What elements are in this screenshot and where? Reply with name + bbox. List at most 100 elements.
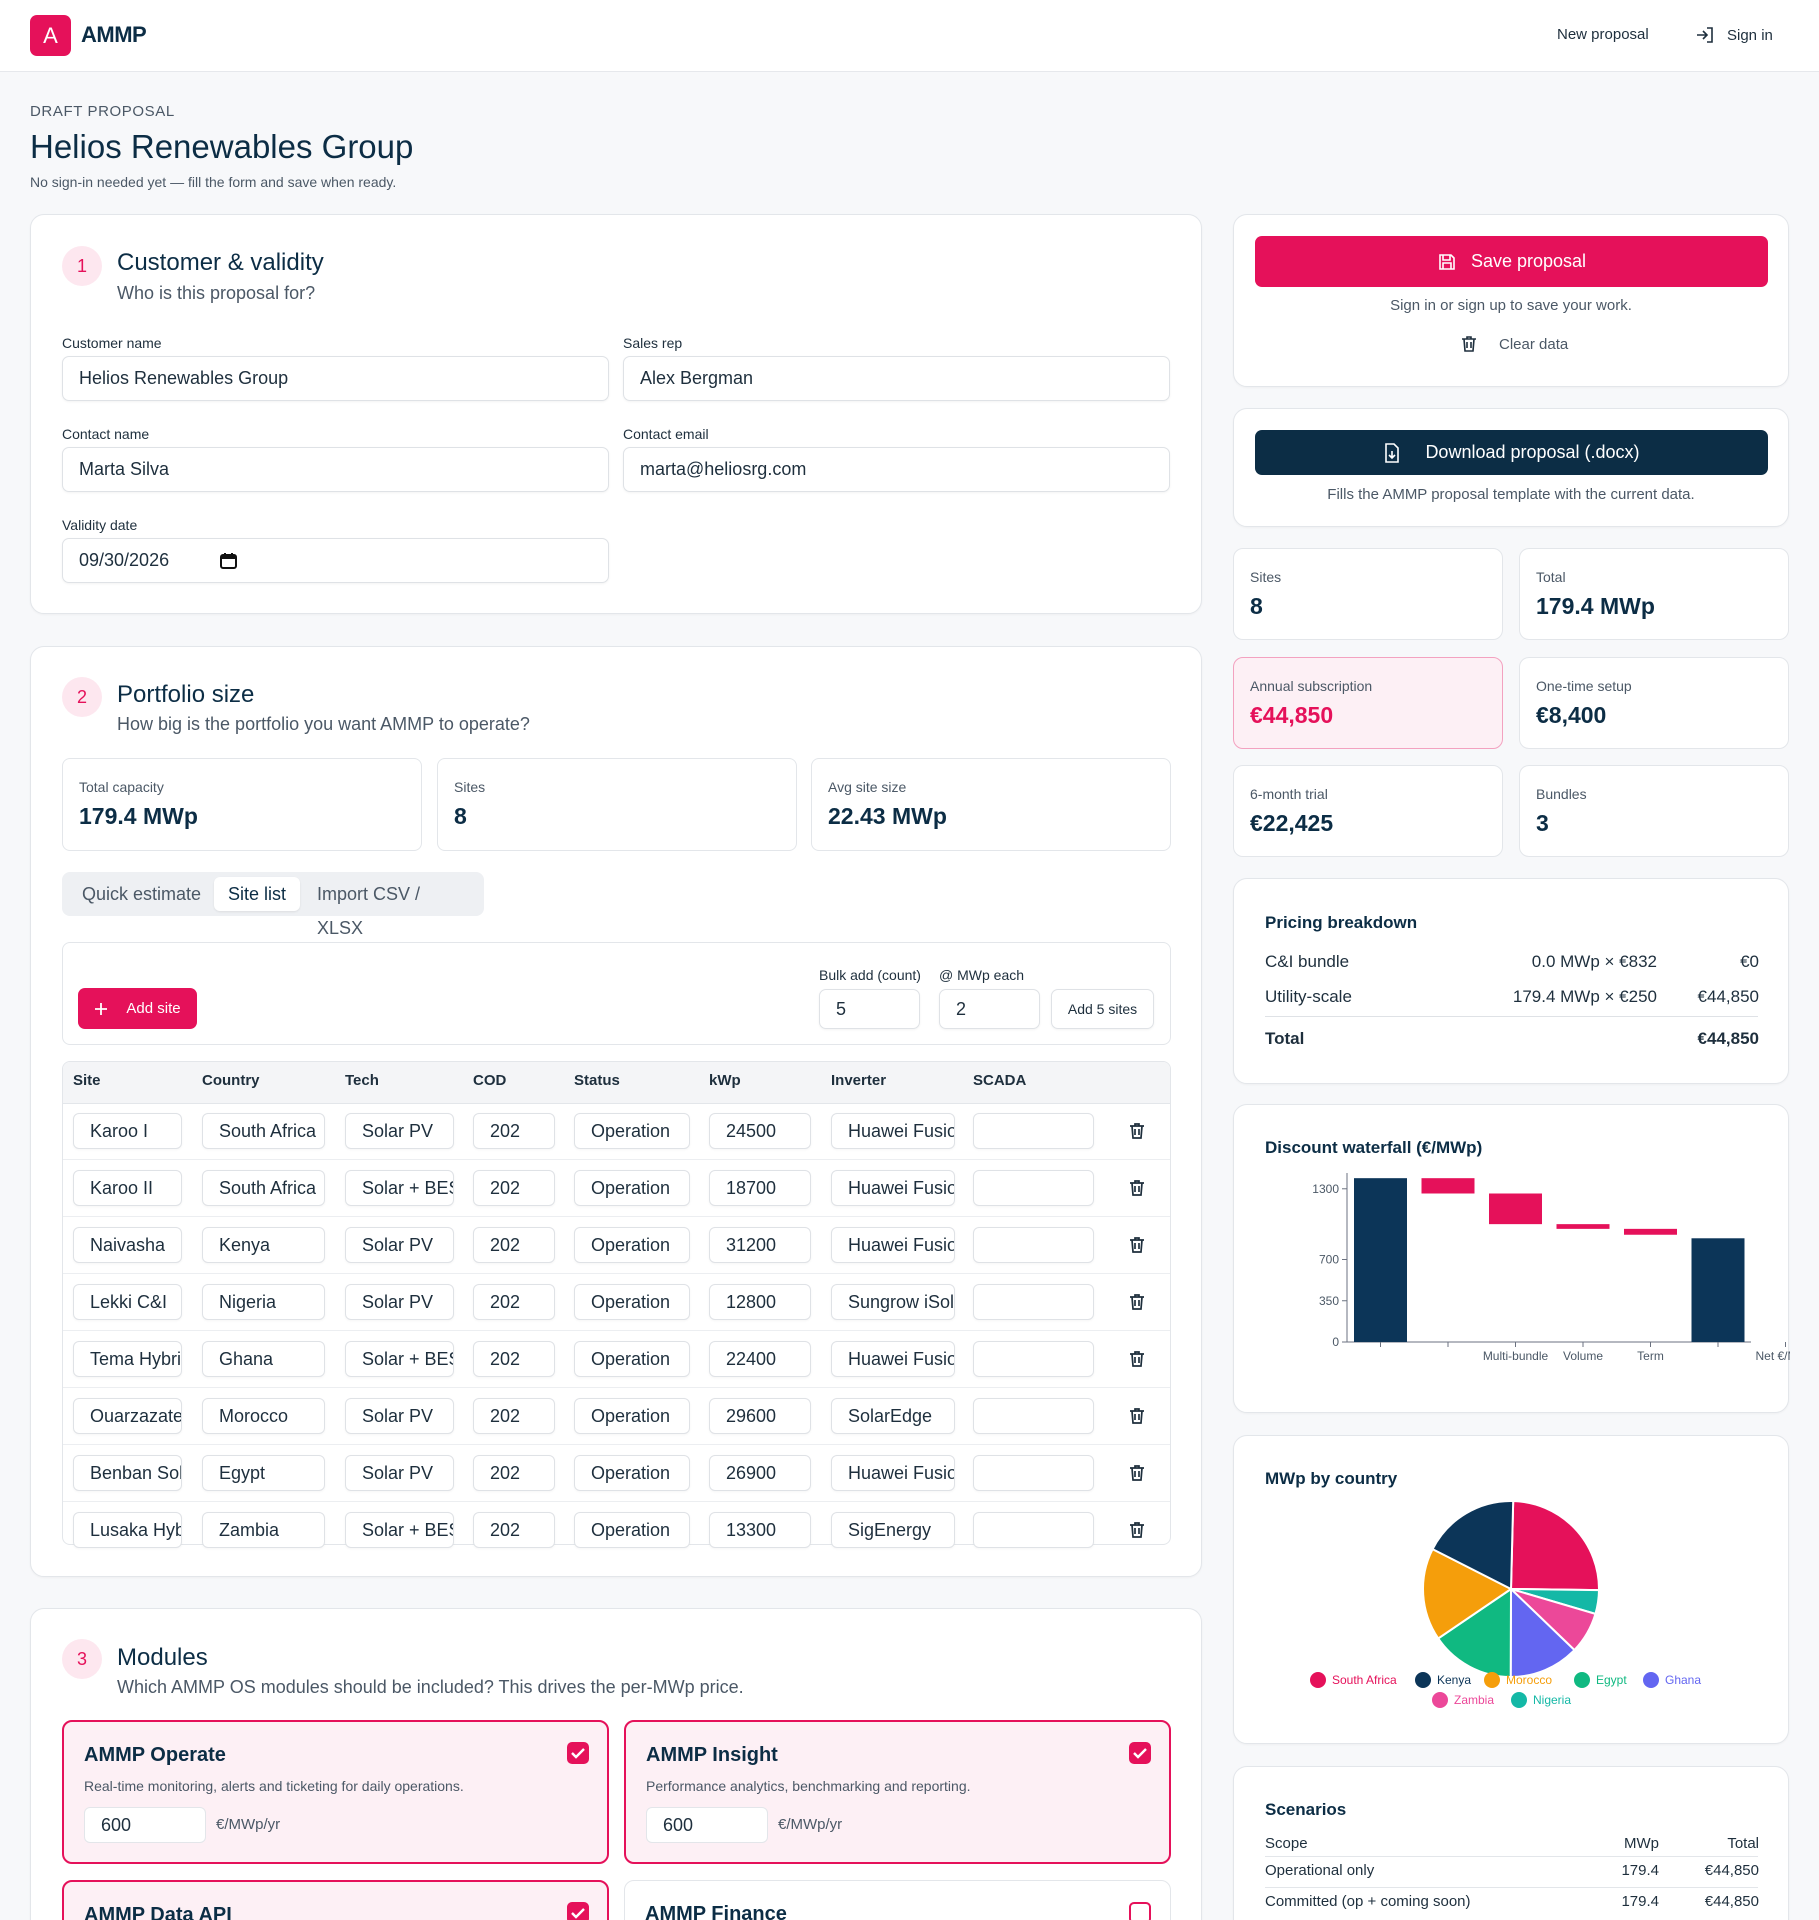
status-input[interactable]: Operation (574, 1512, 690, 1548)
module-price-input[interactable]: 600 (646, 1807, 768, 1843)
scada-input[interactable] (973, 1284, 1094, 1320)
cod-input[interactable]: 202 (473, 1455, 555, 1491)
customer-name-input[interactable]: Helios Renewables Group (62, 356, 609, 401)
legend-item[interactable]: Zambia (1432, 1692, 1494, 1708)
delete-row-icon[interactable] (1127, 1520, 1147, 1540)
inverter-input[interactable]: SolarEdge (831, 1398, 955, 1434)
site-name-input[interactable]: Benban Solar (73, 1455, 182, 1491)
tab-import[interactable]: Import CSV / XLSX (317, 884, 421, 938)
cod-input[interactable]: 202 (473, 1170, 555, 1206)
status-input[interactable]: Operation (574, 1341, 690, 1377)
legend-item[interactable]: Kenya (1415, 1672, 1471, 1688)
status-input[interactable]: Operation (574, 1284, 690, 1320)
country-input[interactable]: South Africa (202, 1170, 325, 1206)
tab-site-list[interactable]: Site list (214, 877, 301, 911)
kwp-input[interactable]: 26900 (709, 1455, 811, 1491)
country-input[interactable]: Nigeria (202, 1284, 325, 1320)
tech-input[interactable]: Solar PV (345, 1398, 454, 1434)
module-price-input[interactable]: 600 (84, 1807, 206, 1843)
legend-item[interactable]: Egypt (1574, 1672, 1627, 1688)
scada-input[interactable] (973, 1455, 1094, 1491)
new-proposal-link[interactable]: New proposal (1557, 26, 1649, 43)
mwp-each-input[interactable]: 2 (939, 989, 1040, 1029)
tech-input[interactable]: Solar + BESS (345, 1512, 454, 1548)
inverter-input[interactable]: Huawei Fusion (831, 1113, 955, 1149)
sign-in-link[interactable]: Sign in (1695, 24, 1773, 46)
delete-row-icon[interactable] (1127, 1178, 1147, 1198)
module-card-finance[interactable]: AMMP Finance (624, 1880, 1171, 1920)
cod-input[interactable]: 202 (473, 1113, 555, 1149)
status-input[interactable]: Operation (574, 1170, 690, 1206)
scada-input[interactable] (973, 1227, 1094, 1263)
kwp-input[interactable]: 18700 (709, 1170, 811, 1206)
inverter-input[interactable]: Huawei Fusion (831, 1455, 955, 1491)
delete-row-icon[interactable] (1127, 1235, 1147, 1255)
contact-name-input[interactable]: Marta Silva (62, 447, 609, 492)
tech-input[interactable]: Solar PV (345, 1284, 454, 1320)
add-bulk-sites-button[interactable]: Add 5 sites (1051, 989, 1154, 1029)
module-checkbox[interactable] (567, 1902, 589, 1920)
site-name-input[interactable]: Lekki C&I (73, 1284, 182, 1320)
scada-input[interactable] (973, 1398, 1094, 1434)
module-checkbox[interactable] (1129, 1742, 1151, 1764)
inverter-input[interactable]: Huawei Fusion (831, 1341, 955, 1377)
site-name-input[interactable]: Karoo I (73, 1113, 182, 1149)
delete-row-icon[interactable] (1127, 1121, 1147, 1141)
kwp-input[interactable]: 12800 (709, 1284, 811, 1320)
logo-mark[interactable]: A (30, 15, 71, 56)
scada-input[interactable] (973, 1113, 1094, 1149)
country-input[interactable]: South Africa (202, 1113, 325, 1149)
legend-item[interactable]: Ghana (1643, 1672, 1701, 1688)
site-name-input[interactable]: Ouarzazate (73, 1398, 182, 1434)
sales-rep-input[interactable]: Alex Bergman (623, 356, 1170, 401)
module-card-insight[interactable]: AMMP Insight Performance analytics, benc… (624, 1720, 1171, 1864)
cod-input[interactable]: 202 (473, 1512, 555, 1548)
validity-date-input[interactable]: 09/30/2026 (62, 538, 609, 583)
kwp-input[interactable]: 22400 (709, 1341, 811, 1377)
tab-quick-estimate[interactable]: Quick estimate (82, 884, 202, 904)
download-proposal-button[interactable]: Download proposal (.docx) (1255, 430, 1768, 475)
calendar-icon[interactable] (220, 552, 237, 569)
scada-input[interactable] (973, 1170, 1094, 1206)
delete-row-icon[interactable] (1127, 1406, 1147, 1426)
inverter-input[interactable]: Huawei Fusion (831, 1227, 955, 1263)
tech-input[interactable]: Solar + BESS (345, 1341, 454, 1377)
status-input[interactable]: Operation (574, 1227, 690, 1263)
kwp-input[interactable]: 13300 (709, 1512, 811, 1548)
save-proposal-button[interactable]: Save proposal (1255, 236, 1768, 287)
country-input[interactable]: Ghana (202, 1341, 325, 1377)
country-input[interactable]: Morocco (202, 1398, 325, 1434)
module-checkbox[interactable] (1129, 1902, 1151, 1920)
module-card-data-api[interactable]: AMMP Data API (62, 1880, 609, 1920)
status-input[interactable]: Operation (574, 1455, 690, 1491)
status-input[interactable]: Operation (574, 1113, 690, 1149)
scada-input[interactable] (973, 1512, 1094, 1548)
delete-row-icon[interactable] (1127, 1463, 1147, 1483)
cod-input[interactable]: 202 (473, 1398, 555, 1434)
module-card-operate[interactable]: AMMP Operate Real-time monitoring, alert… (62, 1720, 609, 1864)
legend-item[interactable]: South Africa (1310, 1672, 1397, 1688)
inverter-input[interactable]: SigEnergy (831, 1512, 955, 1548)
clear-data-button[interactable]: Clear data (1459, 334, 1568, 354)
tech-input[interactable]: Solar PV (345, 1113, 454, 1149)
cod-input[interactable]: 202 (473, 1341, 555, 1377)
site-name-input[interactable]: Lusaka Hybrid (73, 1512, 182, 1548)
legend-item[interactable]: Nigeria (1511, 1692, 1571, 1708)
cod-input[interactable]: 202 (473, 1284, 555, 1320)
kwp-input[interactable]: 24500 (709, 1113, 811, 1149)
delete-row-icon[interactable] (1127, 1292, 1147, 1312)
kwp-input[interactable]: 29600 (709, 1398, 811, 1434)
add-site-button[interactable]: Add site (78, 988, 197, 1029)
contact-email-input[interactable]: marta@heliosrg.com (623, 447, 1170, 492)
bulk-count-input[interactable]: 5 (819, 989, 920, 1029)
inverter-input[interactable]: Huawei Fusion (831, 1170, 955, 1206)
country-input[interactable]: Egypt (202, 1455, 325, 1491)
site-name-input[interactable]: Karoo II (73, 1170, 182, 1206)
site-name-input[interactable]: Tema Hybrid (73, 1341, 182, 1377)
country-input[interactable]: Kenya (202, 1227, 325, 1263)
site-name-input[interactable]: Naivasha (73, 1227, 182, 1263)
legend-item[interactable]: Morocco (1484, 1672, 1552, 1688)
module-checkbox[interactable] (567, 1742, 589, 1764)
cod-input[interactable]: 202 (473, 1227, 555, 1263)
inverter-input[interactable]: Sungrow iSolar (831, 1284, 955, 1320)
